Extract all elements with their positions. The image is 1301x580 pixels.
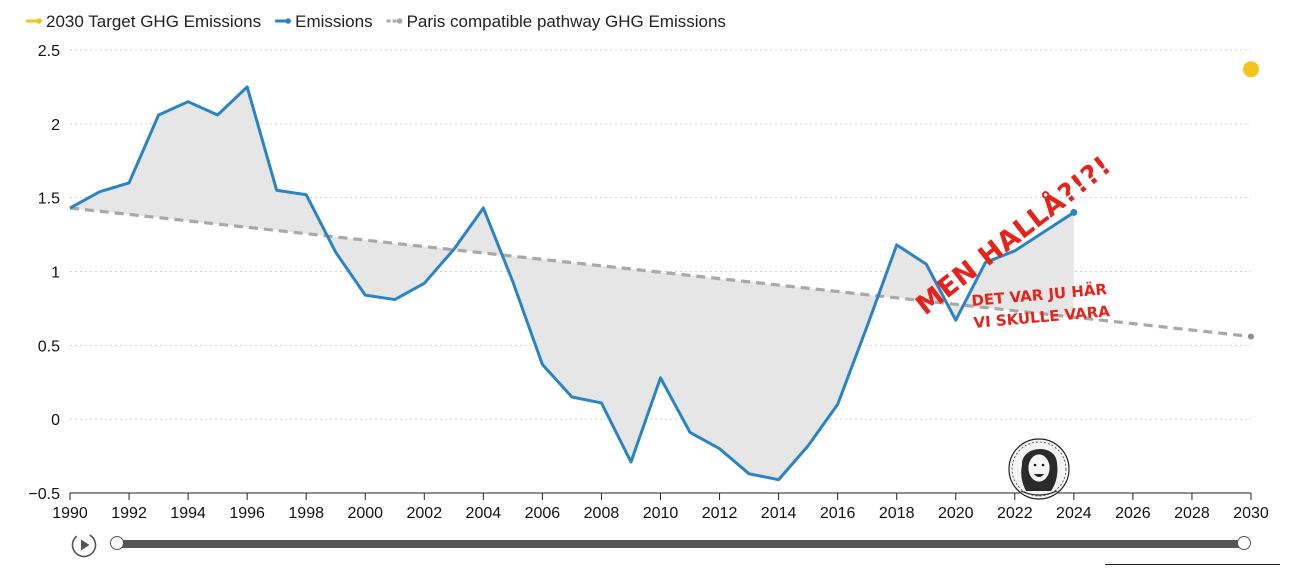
play-button[interactable] (70, 531, 98, 559)
x-tick-label: 1994 (170, 505, 206, 522)
legend-marker-2 (396, 18, 403, 24)
timeline-end-handle[interactable] (1237, 536, 1251, 550)
emissions-series (69, 85, 1078, 482)
y-tick-label: −0.5 (28, 486, 60, 503)
y-tick-label: 0.5 (38, 338, 60, 355)
gap-area (70, 86, 1074, 480)
paris-line (69, 206, 1252, 339)
x-tick-label: 1990 (52, 505, 88, 522)
y-tick-label: 0 (51, 412, 60, 429)
x-axis: 1990 1992 1994 1996 1998 2000 2002 2004 2006 2008… (52, 492, 1269, 522)
legend: 2030 Target GHG Emissions Emissions Paris … (26, 12, 726, 31)
y-tick-label: 1.5 (38, 191, 60, 208)
x-tick-label: 2022 (997, 505, 1033, 522)
x-tick-label: 2010 (643, 505, 679, 522)
timeline-slider-track[interactable] (117, 540, 1244, 548)
target-series (1243, 61, 1259, 78)
annotation: MEN HALLÅ?!?! DET VAR JU HÄR VI SKULLE V… (910, 149, 1118, 332)
x-tick-label: 2004 (466, 505, 502, 522)
x-tick-label: 2026 (1115, 505, 1151, 522)
x-tick-label: 2012 (702, 505, 738, 522)
avatar (1008, 438, 1070, 500)
x-tick-label: 2024 (1056, 505, 1092, 522)
x-tick-label: 2008 (584, 505, 620, 522)
x-tick-label: 2002 (407, 505, 443, 522)
paris-end-point (1248, 333, 1254, 340)
play-icon (71, 532, 97, 558)
x-tick-label: 2030 (1233, 505, 1269, 522)
x-tick-label: 2020 (938, 505, 974, 522)
x-tick-label: 2000 (347, 505, 383, 522)
y-tick-label: 2 (51, 117, 60, 134)
emissions-end-point (1070, 208, 1078, 216)
legend-label-0: 2030 Target GHG Emissions (46, 12, 261, 31)
target-point (1243, 61, 1259, 78)
x-tick-label: 2028 (1174, 505, 1210, 522)
x-tick-label: 1992 (111, 505, 147, 522)
x-tick-label: 2016 (820, 505, 856, 522)
paris-pathway-series (69, 206, 1254, 340)
x-tick-label: 2014 (761, 505, 797, 522)
x-tick-label: 2006 (525, 505, 561, 522)
emissions-line (69, 85, 1075, 482)
x-tick-label: 1998 (288, 505, 324, 522)
divider (1105, 564, 1280, 565)
timeline-start-handle[interactable] (110, 536, 124, 550)
y-axis: −0.5 0 0.5 1 1.5 2 2.5 (28, 43, 60, 503)
legend-marker-1 (285, 18, 291, 24)
y-tick-label: 2.5 (38, 43, 60, 60)
gap-fill (70, 86, 1074, 480)
legend-label-2: Paris compatible pathway GHG Emissions (407, 12, 726, 31)
x-tick-label: 2018 (879, 505, 915, 522)
legend-label-1: Emissions (295, 12, 372, 31)
legend-marker-0 (36, 18, 42, 24)
y-tick-label: 1 (51, 265, 60, 282)
x-tick-label: 1996 (229, 505, 265, 522)
